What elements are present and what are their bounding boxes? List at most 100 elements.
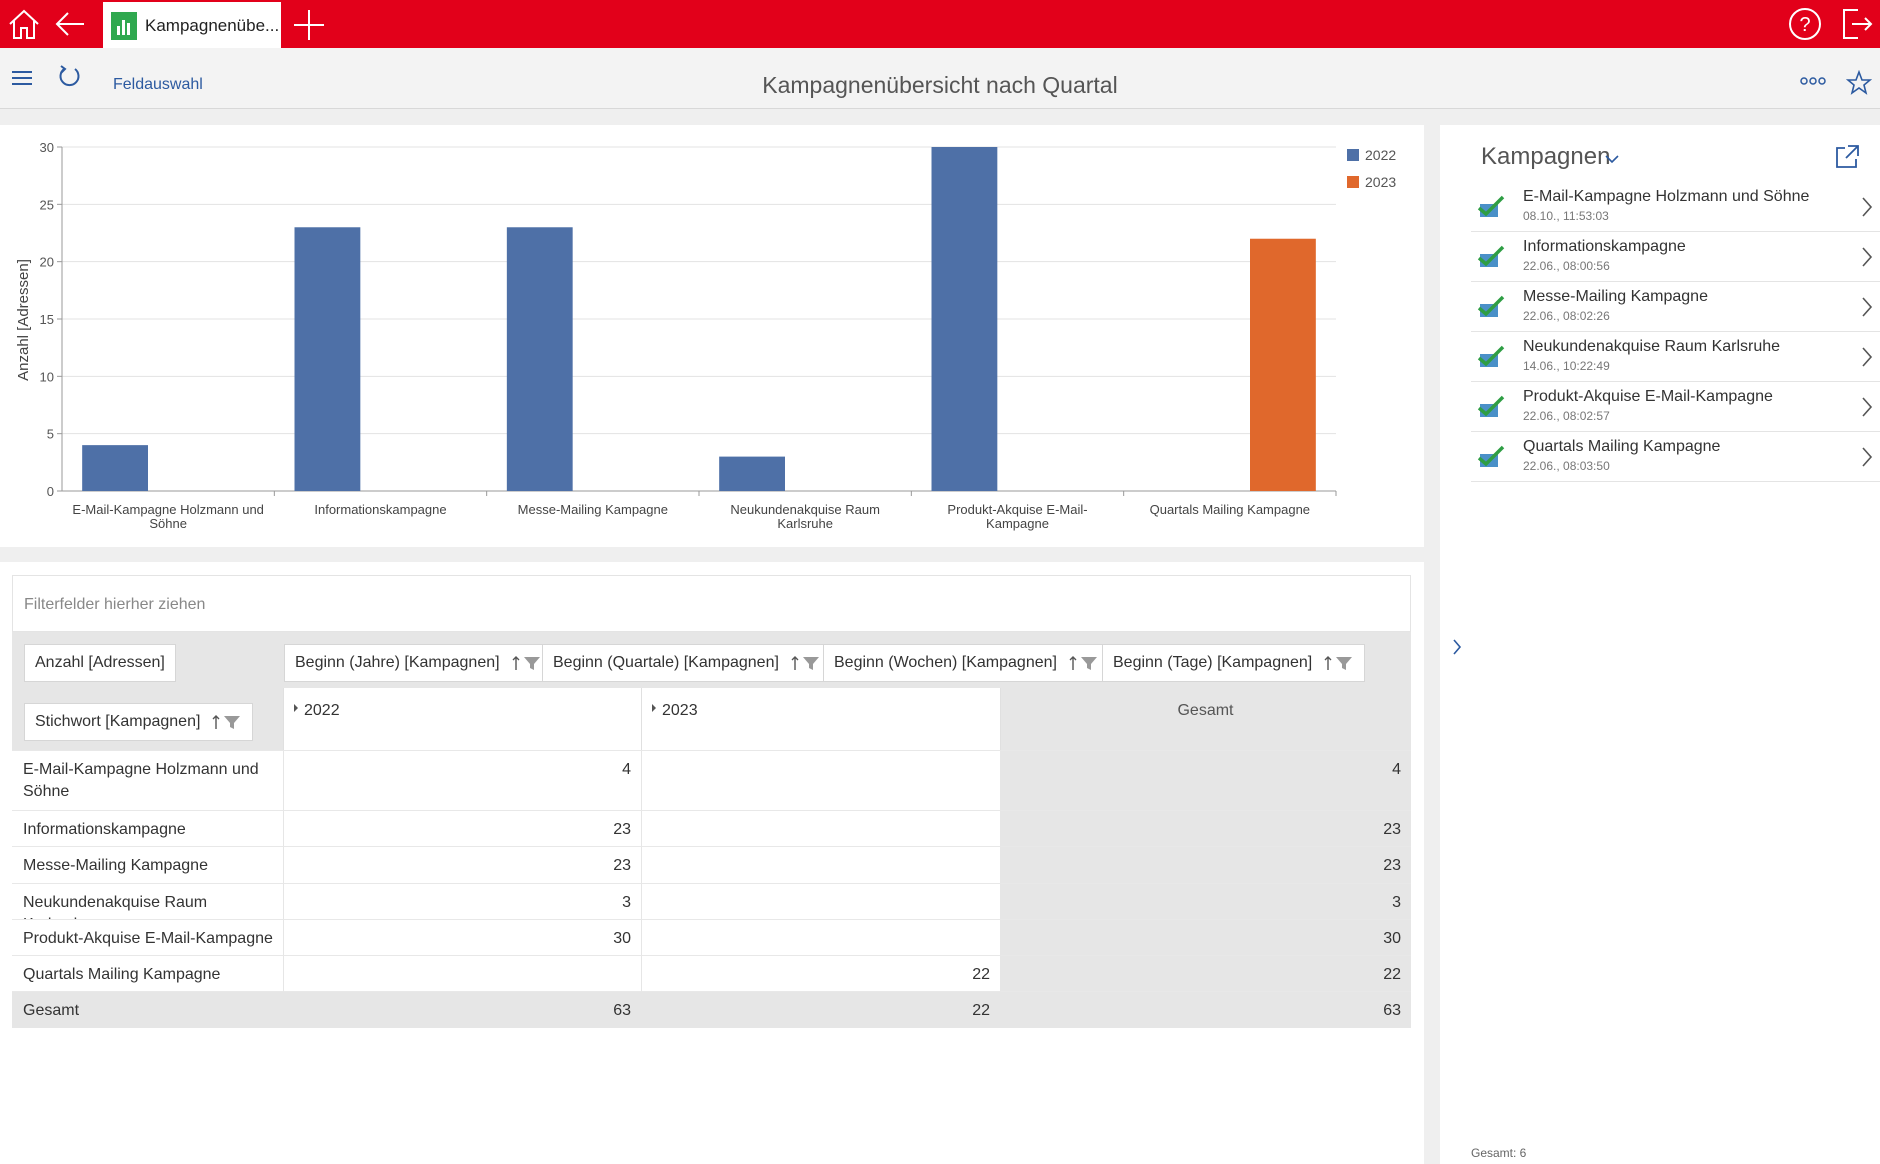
cell — [1000, 810, 1411, 846]
row-label: Gesamt — [23, 1002, 80, 1019]
field-selection-button[interactable]: Feldauswahl — [113, 76, 203, 93]
legend-swatch — [1347, 149, 1359, 161]
cell — [1000, 750, 1411, 810]
back-button[interactable] — [52, 6, 88, 42]
bar — [931, 147, 998, 491]
help-button[interactable]: ? — [1787, 6, 1823, 42]
legend-label: 2022 — [1365, 147, 1396, 163]
sort-filter-icon[interactable] — [1324, 655, 1354, 671]
chart-panel: Anzahl [Adressen] 0 5 10 15 20 25 30 2022 2023 E… — [0, 125, 1424, 547]
row-label: E-Mail-Kampagne Holzmann und Söhne — [23, 761, 259, 800]
cell — [641, 846, 1000, 883]
campaign-item[interactable]: E-Mail-Kampagne Holzmann und Söhne 08.10.… — [1471, 182, 1880, 232]
side-dropdown-icon[interactable] — [1604, 153, 1620, 165]
chevron — [1862, 247, 1873, 267]
favorite-button[interactable] — [1846, 70, 1872, 96]
x-tick-label: Neukundenakquise Raum Karlsruhe — [730, 502, 880, 531]
cell-value: 22 — [1383, 966, 1401, 983]
column-field-chip[interactable]: Beginn (Tage) [Kampagnen] — [1102, 644, 1366, 682]
chart: Anzahl [Adressen] 0 5 10 15 20 25 30 2022 2023 — [15, 140, 1396, 499]
home-button[interactable] — [6, 6, 42, 42]
x-tick-label: Produkt-Akquise E-Mail-Kampagne — [947, 502, 1088, 531]
campaign-item[interactable]: Informationskampagne 22.06., 08:00:56 — [1471, 232, 1880, 282]
row-label: Produkt-Akquise E-Mail-Kampagne — [23, 930, 273, 947]
open-external-button[interactable] — [1833, 143, 1861, 171]
logout-button[interactable] — [1838, 6, 1874, 42]
row-field-chip[interactable]: Stichwort [Kampagnen] — [24, 703, 254, 741]
sort-filter-icon[interactable] — [512, 655, 542, 671]
cell — [641, 991, 1000, 1028]
cell — [283, 883, 641, 919]
campaign-item[interactable]: Messe-Mailing Kampagne 22.06., 08:02:26 — [1471, 282, 1880, 332]
sort-filter-icon[interactable] — [791, 655, 821, 671]
cell-value: 63 — [1383, 1002, 1401, 1019]
bar — [506, 227, 573, 491]
column-field-chip[interactable]: Beginn (Jahre) [Kampagnen] — [284, 644, 553, 682]
svg-text:?: ? — [1799, 14, 1810, 36]
cell-value: 4 — [622, 761, 631, 778]
campaign-item[interactable]: Neukundenakquise Raum Karlsruhe 14.06., 1… — [1471, 332, 1880, 382]
cell — [641, 955, 1000, 991]
campaign-icon — [1477, 295, 1505, 317]
chevron — [1862, 447, 1873, 467]
column-field-chip[interactable]: Beginn (Quartale) [Kampagnen] — [542, 644, 832, 682]
cell-value: 63 — [613, 1002, 631, 1019]
cell-value: 23 — [1383, 821, 1401, 838]
campaign-icon — [1477, 195, 1505, 217]
chip-label: Beginn (Jahre) [Kampagnen] — [295, 654, 500, 671]
toolbar: Feldauswahl Kampagnenübersicht nach Quar… — [0, 48, 1880, 109]
chip-label: Beginn (Tage) [Kampagnen] — [1113, 654, 1313, 671]
page-title: Kampagnenübersicht nach Quartal — [762, 72, 1118, 98]
chip-label: Beginn (Quartale) [Kampagnen] — [553, 654, 779, 671]
chip-label: Beginn (Wochen) [Kampagnen] — [834, 654, 1057, 671]
y-axis-label: Anzahl [Adressen] — [15, 259, 32, 381]
campaign-name: Messe-Mailing Kampagne — [1523, 288, 1708, 305]
campaign-item[interactable]: Quartals Mailing Kampagne 22.06., 08:03:5… — [1471, 432, 1880, 482]
cell-value: 22 — [972, 1002, 990, 1019]
cell — [283, 750, 641, 810]
cell-value: 23 — [613, 821, 631, 838]
cell — [1000, 846, 1411, 883]
tab[interactable]: Kampagnenübe... — [103, 2, 281, 48]
y-tick-label: 20 — [40, 255, 54, 270]
campaign-name: Produkt-Akquise E-Mail-Kampagne — [1523, 388, 1773, 405]
menu-button[interactable] — [10, 68, 34, 88]
more-button[interactable] — [1800, 76, 1826, 86]
campaign-name: Informationskampagne — [1523, 238, 1686, 255]
side-title[interactable]: Kampagnen — [1481, 143, 1611, 170]
campaign-name: Quartals Mailing Kampagne — [1523, 438, 1721, 455]
cell — [1000, 883, 1411, 919]
cell — [283, 810, 641, 846]
column-header: 2023 — [662, 702, 698, 719]
bar — [82, 445, 148, 491]
legend-label: 2023 — [1365, 174, 1396, 190]
x-tick-label: Messe-Mailing Kampagne — [517, 502, 668, 517]
sort-filter-icon[interactable] — [1069, 655, 1099, 671]
data-field-chip[interactable]: Anzahl [Adressen] — [24, 644, 176, 682]
campaign-icon — [1477, 345, 1505, 367]
chevron — [1862, 397, 1873, 417]
new-tab-button[interactable] — [292, 8, 326, 42]
column-header-cell — [641, 688, 1000, 750]
chevron — [1862, 197, 1873, 217]
refresh-button[interactable] — [56, 64, 82, 90]
campaign-time: 22.06., 08:03:50 — [1523, 459, 1610, 473]
cell-value: 30 — [613, 930, 631, 947]
y-tick-label: 25 — [40, 197, 54, 212]
cell-value: 23 — [1383, 857, 1401, 874]
campaign-icon — [1477, 445, 1505, 467]
collapse-button[interactable] — [1449, 637, 1465, 657]
column-field-chip[interactable]: Beginn (Wochen) [Kampagnen] — [823, 644, 1110, 682]
campaign-icon — [1477, 395, 1505, 417]
cell-value: 3 — [622, 894, 631, 911]
row-label: Informationskampagne — [23, 821, 186, 838]
cell — [1000, 955, 1411, 991]
filter-area[interactable]: Filterfelder hierher ziehen — [12, 575, 1411, 632]
campaign-time: 22.06., 08:02:26 — [1523, 309, 1610, 323]
campaign-item[interactable]: Produkt-Akquise E-Mail-Kampagne 22.06., 0… — [1471, 382, 1880, 432]
sort-filter-icon[interactable] — [212, 714, 242, 730]
chevron — [1862, 347, 1873, 367]
cell-value: 23 — [613, 857, 631, 874]
y-tick-label: 0 — [47, 484, 54, 499]
